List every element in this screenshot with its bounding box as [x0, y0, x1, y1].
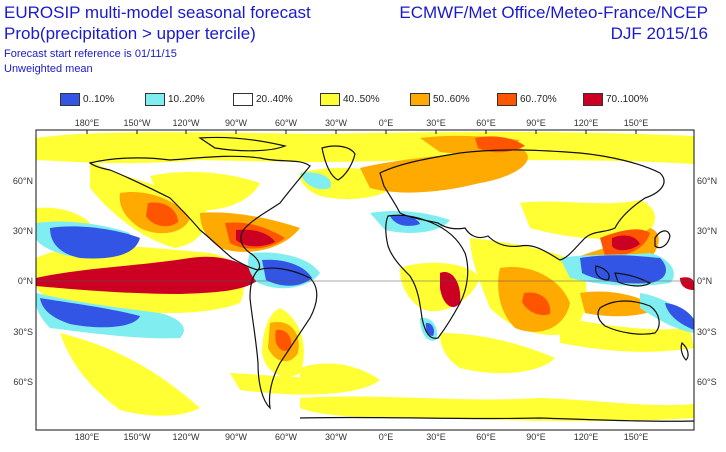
longitude-label: 180°E	[75, 118, 100, 128]
longitude-label: 0°E	[379, 118, 394, 128]
longitude-label: 120°E	[574, 432, 599, 442]
centres-title: ECMWF/Met Office/Meteo-France/NCEP	[399, 3, 708, 22]
forecast-variable: Prob(precipitation > upper tercile)	[4, 24, 256, 43]
forecast-start-reference: Forecast start reference is 01/11/15	[4, 48, 177, 60]
legend-swatch	[145, 92, 165, 106]
longitude-label: 150°E	[624, 432, 649, 442]
legend-label: 70..100%	[606, 93, 649, 105]
forecast-weighting: Unweighted mean	[4, 63, 93, 75]
longitude-label: 150°W	[123, 432, 151, 442]
longitude-label: 30°W	[325, 432, 348, 442]
latitude-label: 60°N	[697, 176, 717, 186]
precipitation-map: 180°E 180°E 150°W 150°W 120°W 120°W 90°W 90°W 60…	[13, 118, 717, 442]
latitude-label: 60°N	[13, 176, 33, 186]
latitude-label: 0°N	[697, 276, 712, 286]
map-frame	[35, 129, 695, 431]
longitude-label: 60°E	[476, 118, 496, 128]
longitude-label: 150°E	[624, 118, 649, 128]
longitude-label: 120°E	[574, 118, 599, 128]
latitude-label: 30°N	[13, 226, 33, 236]
longitude-label: 90°W	[225, 118, 248, 128]
longitude-label: 60°W	[275, 118, 298, 128]
legend-swatch	[60, 92, 80, 106]
latitude-label: 30°N	[697, 226, 717, 236]
longitude-label: 180°E	[75, 432, 100, 442]
longitude-label: 60°W	[275, 432, 298, 442]
longitude-label: 0°E	[379, 432, 394, 442]
longitude-label: 60°E	[476, 432, 496, 442]
legend-swatch	[497, 92, 517, 106]
latitude-label: 60°S	[13, 377, 33, 387]
latitude-label: 30°S	[13, 327, 33, 337]
legend-label: 20..40%	[256, 93, 293, 105]
longitude-label: 30°W	[325, 118, 348, 128]
legend-item: 70..100%	[583, 92, 648, 106]
legend-label: 60..70%	[520, 93, 557, 105]
legend-label: 50..60%	[433, 93, 470, 105]
forecast-title: EUROSIP multi-model seasonal forecast	[4, 3, 311, 22]
latitude-label: 30°S	[697, 327, 717, 337]
latitude-label: 0°N	[18, 276, 33, 286]
longitude-label: 120°W	[172, 118, 200, 128]
longitude-label: 120°W	[172, 432, 200, 442]
legend-item: 60..70%	[497, 92, 557, 106]
legend-item: 40..50%	[320, 92, 380, 106]
forecast-period: DJF 2015/16	[610, 24, 708, 43]
legend-label: 40..50%	[343, 93, 380, 105]
legend-item: 20..40%	[233, 92, 293, 106]
probability-legend: 0..10% 10..20% 20..40% 40..50% 50..60% 60..70…	[0, 92, 726, 110]
longitude-label: 30°E	[426, 432, 446, 442]
legend-swatch	[410, 92, 430, 106]
legend-item: 10..20%	[145, 92, 205, 106]
coastlines	[88, 136, 694, 422]
longitude-label: 90°E	[526, 118, 546, 128]
probability-field	[36, 132, 694, 422]
legend-label: 0..10%	[83, 93, 115, 105]
legend-swatch	[320, 92, 340, 106]
legend-swatch	[583, 92, 603, 106]
legend-label: 10..20%	[168, 93, 205, 105]
longitude-label: 150°W	[123, 118, 151, 128]
legend-item: 0..10%	[60, 92, 114, 106]
latitude-label: 60°S	[697, 377, 717, 387]
longitude-label: 90°E	[526, 432, 546, 442]
legend-item: 50..60%	[410, 92, 470, 106]
legend-swatch	[233, 92, 253, 106]
longitude-label: 90°W	[225, 432, 248, 442]
longitude-label: 30°E	[426, 118, 446, 128]
